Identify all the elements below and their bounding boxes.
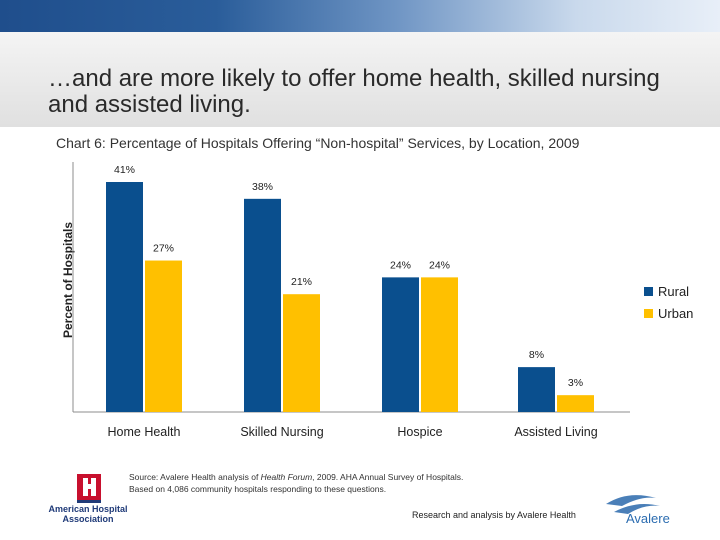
avalere-logo-text: Avalere: [626, 511, 670, 526]
header-banner: [0, 0, 720, 32]
legend: Rural Urban: [644, 280, 693, 324]
aha-logo: [77, 474, 101, 503]
data-label-rural-1: 41%: [114, 164, 135, 176]
data-label-urban-4: 3%: [568, 377, 583, 389]
x-tick-label-4: Assisted Living: [514, 425, 597, 439]
x-tick-label-1: Home Health: [108, 425, 181, 439]
slide-title: …and are more likely to offer home healt…: [48, 65, 660, 118]
chart-title: Chart 6: Percentage of Hospitals Offerin…: [56, 135, 580, 151]
legend-item-urban: Urban: [644, 302, 693, 324]
avalere-logo-icon: [606, 495, 660, 514]
bar-rural-1: [106, 182, 143, 412]
data-label-rural-3: 24%: [390, 259, 411, 271]
bar-urban-2: [283, 294, 320, 412]
source-line-2: Based on 4,086 community hospitals respo…: [129, 484, 387, 494]
bar-rural-3: [382, 277, 419, 412]
data-label-urban-1: 27%: [153, 243, 174, 255]
legend-swatch-urban: [644, 308, 653, 318]
data-label-urban-2: 21%: [291, 276, 312, 288]
legend-label-rural: Rural: [658, 283, 690, 299]
legend-swatch-rural: [644, 286, 653, 296]
legend-item-rural: Rural: [644, 280, 693, 302]
bar-rural-2: [244, 198, 281, 412]
aha-logo-text: American Hospital Association: [48, 504, 128, 524]
research-credit: Research and analysis by Avalere Health: [412, 510, 576, 520]
x-tick-label-2: Skilled Nursing: [240, 425, 323, 439]
title-band: [0, 32, 720, 127]
legend-label-urban: Urban: [658, 305, 694, 321]
data-label-rural-4: 8%: [529, 349, 544, 361]
bar-rural-4: [518, 367, 555, 412]
data-label-urban-3: 24%: [429, 259, 450, 271]
source-suffix: , 2009. AHA Annual Survey of Hospitals.: [312, 472, 464, 482]
source-note: Source: Avalere Health analysis of Healt…: [129, 471, 569, 495]
x-tick-label-3: Hospice: [397, 425, 442, 439]
source-italic: Health Forum: [260, 472, 313, 482]
bar-urban-4: [557, 395, 594, 412]
data-label-rural-2: 38%: [252, 181, 273, 193]
source-prefix: Source: Avalere Health analysis of: [129, 472, 261, 482]
bar-urban-1: [145, 260, 182, 412]
bar-urban-3: [421, 277, 458, 412]
